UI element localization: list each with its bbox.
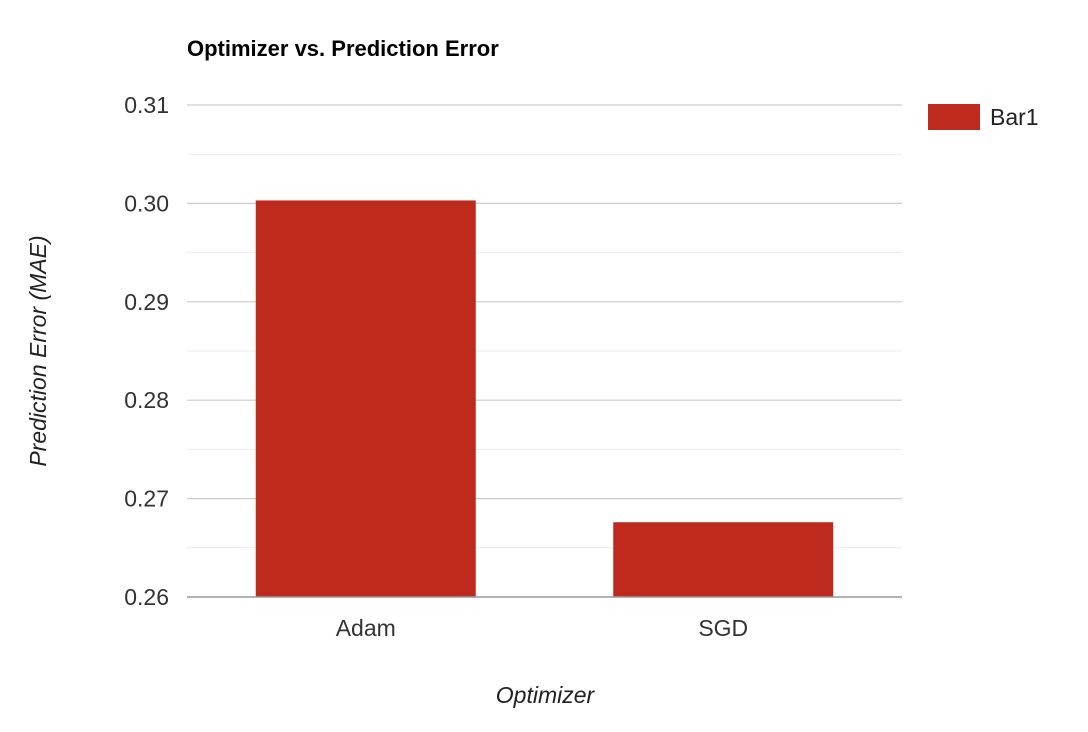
bar-adam (255, 200, 476, 597)
chart-title: Optimizer vs. Prediction Error (187, 36, 499, 61)
y-tick-label: 0.30 (124, 190, 169, 216)
bar-sgd (613, 522, 834, 597)
y-tick-label: 0.31 (124, 92, 169, 118)
x-axis-label: Optimizer (496, 682, 596, 708)
bars (255, 200, 834, 597)
y-tick-label: 0.28 (124, 387, 169, 413)
legend: Bar1 (928, 104, 1039, 130)
y-axis-ticks: 0.26 0.27 0.28 0.29 0.30 0.31 (124, 92, 169, 610)
x-axis-ticks: Adam SGD (336, 615, 748, 641)
legend-label-bar1: Bar1 (990, 104, 1039, 130)
y-axis-label: Prediction Error (MAE) (25, 235, 51, 466)
x-tick-label: SGD (698, 615, 748, 641)
y-tick-label: 0.27 (124, 486, 169, 512)
x-tick-label: Adam (336, 615, 396, 641)
y-tick-label: 0.29 (124, 289, 169, 315)
legend-swatch-bar1 (928, 104, 980, 130)
y-tick-label: 0.26 (124, 584, 169, 610)
